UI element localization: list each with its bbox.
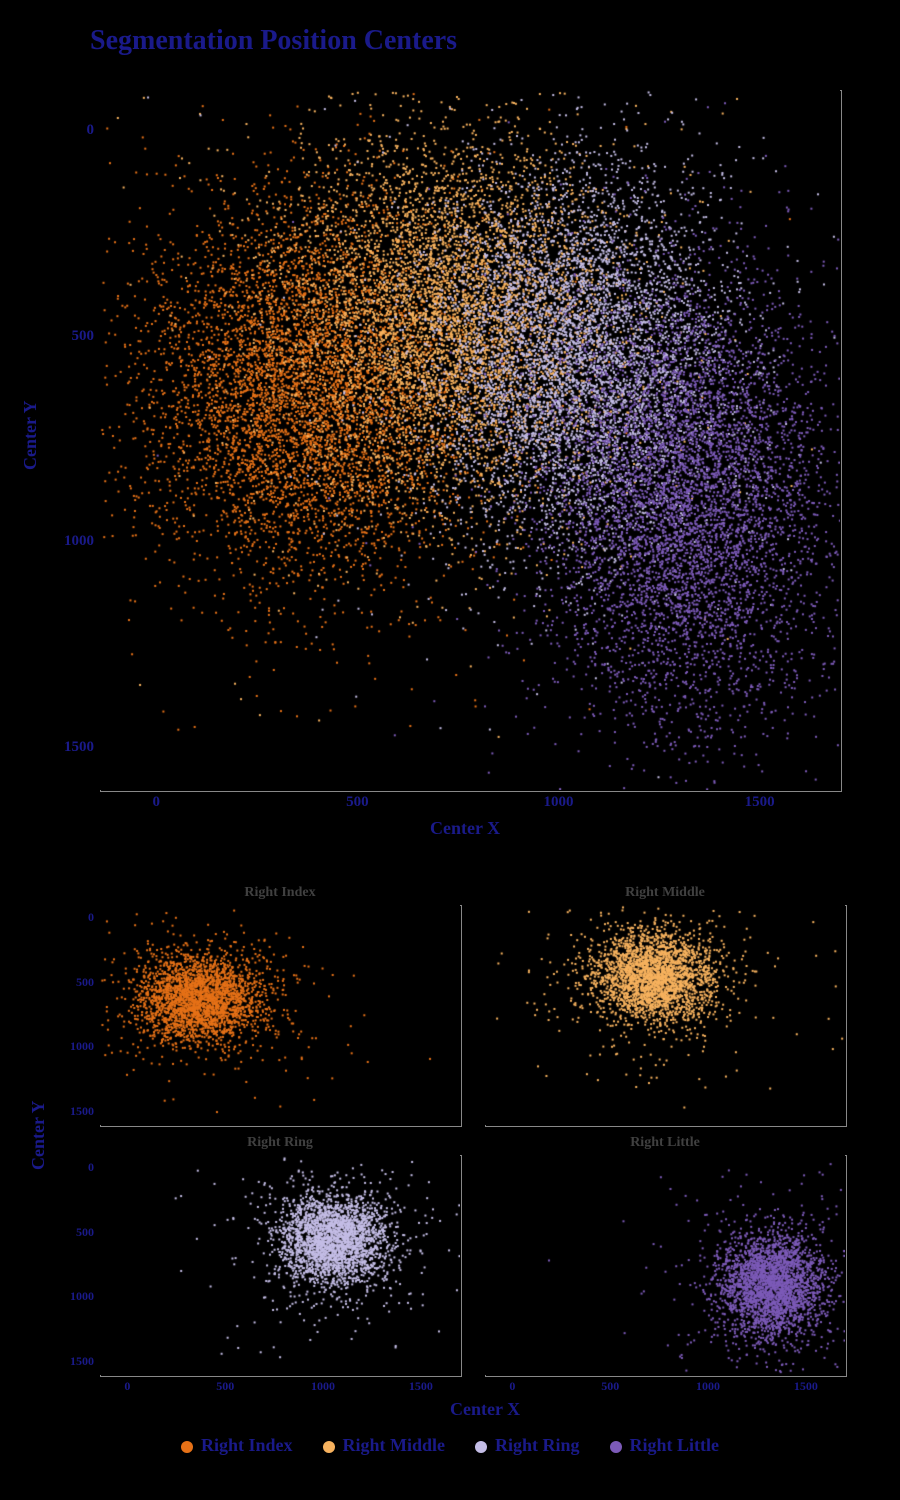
sub-xtick: 0 xyxy=(492,1379,532,1394)
subplot-3-title: Right Little xyxy=(615,1135,715,1151)
main-xlabel: Center X xyxy=(430,818,500,839)
sub-xtick: 1500 xyxy=(786,1379,826,1394)
sub-ytick: 1500 xyxy=(70,1354,94,1369)
main-xtick: 1500 xyxy=(740,794,780,811)
legend-dot xyxy=(475,1441,487,1453)
sub-ytick: 0 xyxy=(88,910,94,925)
legend-dot xyxy=(181,1441,193,1453)
legend-item: Right Ring xyxy=(475,1435,580,1456)
legend-label: Right Ring xyxy=(495,1435,580,1455)
main-xtick: 0 xyxy=(136,794,176,811)
sub-ytick: 500 xyxy=(76,1225,94,1240)
main-ylabel: Center Y xyxy=(20,401,41,470)
main-xtick: 500 xyxy=(337,794,377,811)
sub-ytick: 1000 xyxy=(70,1289,94,1304)
sub-xtick: 1000 xyxy=(688,1379,728,1394)
main-ytick: 1500 xyxy=(64,739,94,756)
subplots-xlabel: Center X xyxy=(450,1399,520,1420)
main-xtick: 1000 xyxy=(538,794,578,811)
legend-label: Right Index xyxy=(201,1435,293,1455)
sub-xtick: 1500 xyxy=(401,1379,441,1394)
main-ytick: 1000 xyxy=(64,533,94,550)
main-ytick: 500 xyxy=(72,328,95,345)
main-scatter-canvas xyxy=(100,90,840,790)
subplot-2-canvas xyxy=(100,1155,460,1375)
sub-xtick: 500 xyxy=(205,1379,245,1394)
sub-ytick: 1000 xyxy=(70,1039,94,1054)
legend-dot xyxy=(323,1441,335,1453)
subplot-1-title: Right Middle xyxy=(615,885,715,901)
legend-label: Right Middle xyxy=(343,1435,446,1455)
legend: Right Index Right Middle Right Ring Right L… xyxy=(0,1435,900,1456)
chart-title: Segmentation Position Centers xyxy=(90,25,457,57)
legend-item: Right Middle xyxy=(323,1435,446,1456)
subplot-2-title: Right Ring xyxy=(230,1135,330,1151)
subplot-0-canvas xyxy=(100,905,460,1125)
sub-xtick: 500 xyxy=(590,1379,630,1394)
sub-ytick: 0 xyxy=(88,1160,94,1175)
sub-xtick: 1000 xyxy=(303,1379,343,1394)
sub-ytick: 500 xyxy=(76,975,94,990)
main-ytick: 0 xyxy=(87,122,95,139)
sub-ytick: 1500 xyxy=(70,1104,94,1119)
legend-item: Right Little xyxy=(610,1435,720,1456)
subplot-1-canvas xyxy=(485,905,845,1125)
legend-dot xyxy=(610,1441,622,1453)
sub-xtick: 0 xyxy=(107,1379,147,1394)
subplots-ylabel: Center Y xyxy=(28,1101,49,1170)
legend-item: Right Index xyxy=(181,1435,293,1456)
subplot-3-canvas xyxy=(485,1155,845,1375)
subplot-0-title: Right Index xyxy=(230,885,330,901)
legend-label: Right Little xyxy=(630,1435,720,1455)
